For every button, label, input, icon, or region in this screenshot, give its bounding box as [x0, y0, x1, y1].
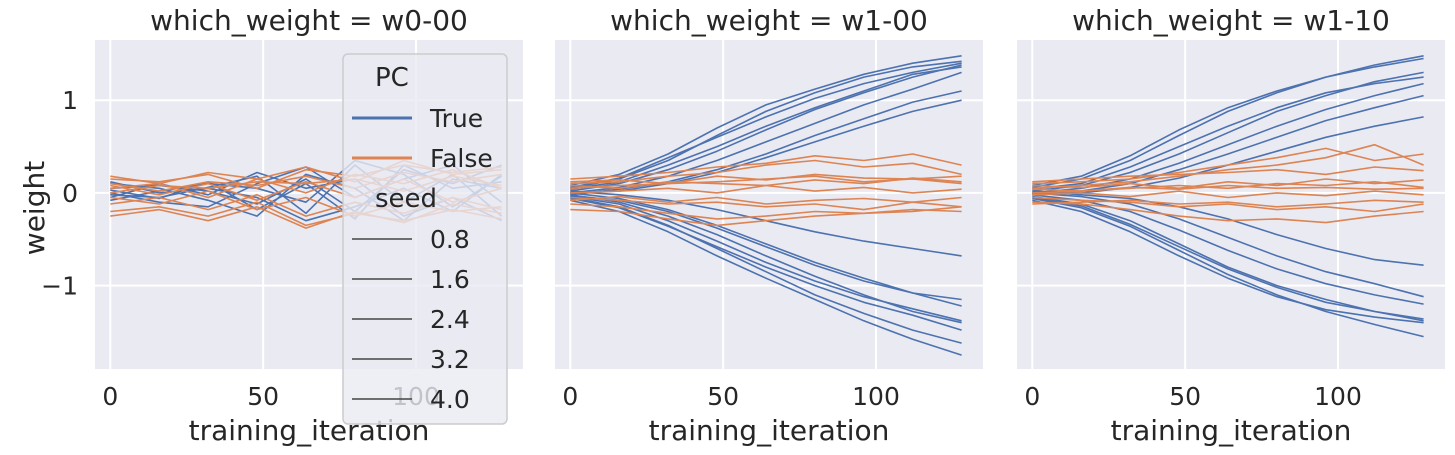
- series-line-pc-true: [1032, 195, 1424, 320]
- legend-size-label: 3.2: [430, 345, 470, 374]
- series-line-pc-true: [570, 99, 962, 194]
- panel-title: which_weight = w1-10: [1072, 4, 1390, 37]
- chart-panels: which_weight = w0-00050100training_itera…: [41, 4, 1445, 447]
- series-line-pc-false: [570, 159, 962, 185]
- y-tick-label: 1: [62, 86, 78, 115]
- series-line-pc-true: [570, 55, 962, 187]
- legend-size-label: 1.6: [430, 265, 470, 294]
- y-tick-label: 0: [62, 179, 78, 208]
- series-group: [570, 55, 962, 356]
- series-line-pc-true: [570, 196, 962, 344]
- panel-title: which_weight = w1-00: [610, 4, 928, 37]
- series-line-pc-true: [570, 60, 962, 190]
- series-line-pc-true: [1032, 94, 1424, 196]
- series-line-pc-true: [1032, 192, 1424, 298]
- series-line-pc-false: [570, 153, 962, 180]
- series-line-pc-false: [570, 177, 962, 190]
- x-tick-label: 50: [707, 382, 739, 411]
- series-line-pc-true: [570, 194, 962, 301]
- series-line-pc-false: [1032, 199, 1424, 208]
- series-line-pc-false: [1032, 201, 1424, 224]
- y-tick-label: −1: [41, 272, 78, 301]
- series-line-pc-true: [1032, 194, 1424, 305]
- x-tick-label: 100: [1314, 382, 1362, 411]
- x-tick-label: 100: [852, 382, 900, 411]
- series-line-pc-false: [1032, 166, 1424, 183]
- series-line-pc-false: [570, 196, 962, 211]
- series-line-pc-true: [570, 199, 962, 356]
- series-line-pc-true: [1032, 82, 1424, 194]
- series-line-pc-false: [1032, 190, 1424, 199]
- series-line-pc-false: [1032, 184, 1424, 192]
- x-tick-label: 0: [562, 382, 578, 411]
- x-tick-label: 0: [102, 382, 118, 411]
- legend-label: True: [429, 104, 483, 133]
- series-line-pc-true: [1032, 55, 1424, 189]
- x-tick-label: 0: [1024, 382, 1040, 411]
- series-line-pc-false: [1032, 178, 1424, 190]
- series-line-pc-false: [570, 206, 962, 227]
- legend-hue-title: PC: [375, 63, 409, 93]
- series-line-pc-true: [1032, 199, 1424, 324]
- legend-size-title: seed: [375, 184, 437, 214]
- series-line-pc-true: [1032, 190, 1424, 266]
- series-line-pc-false: [570, 203, 962, 220]
- legend: PC True False seed 0.8 1.6 2.4 3.2 4.0: [342, 53, 508, 425]
- series-line-pc-true: [570, 194, 962, 324]
- panel-title: which_weight = w0-00: [150, 4, 468, 37]
- series-line-pc-true: [1032, 196, 1424, 322]
- series-line-pc-false: [570, 173, 962, 185]
- legend-size-label: 0.8: [430, 225, 470, 254]
- legend-frame: [342, 53, 508, 425]
- legend-size-label: 4.0: [430, 385, 470, 414]
- series-line-pc-false: [1032, 143, 1424, 190]
- x-axis-label: training_iteration: [649, 414, 890, 447]
- series-line-pc-true: [570, 66, 962, 190]
- series-line-pc-true: [570, 62, 962, 189]
- series-line-pc-true: [1032, 57, 1424, 187]
- legend-label: False: [430, 144, 493, 173]
- legend-size-label: 2.4: [430, 305, 470, 334]
- x-axis-label: training_iteration: [1111, 414, 1352, 447]
- series-line-pc-true: [570, 64, 962, 192]
- x-tick-label: 50: [247, 382, 279, 411]
- panel-2: which_weight = w1-00 0 50 100 training_itera…: [555, 4, 983, 447]
- series-line-pc-true: [1032, 197, 1424, 338]
- panel-3: which_weight = w1-10 0 50 100 training_itera…: [1017, 4, 1445, 447]
- x-tick-label: 50: [1169, 382, 1201, 411]
- series-line-pc-false: [1032, 147, 1424, 185]
- y-axis-label: weight: [18, 161, 51, 255]
- series-line-pc-false: [570, 195, 962, 205]
- series-group: [1032, 55, 1424, 338]
- series-line-pc-true: [570, 71, 962, 194]
